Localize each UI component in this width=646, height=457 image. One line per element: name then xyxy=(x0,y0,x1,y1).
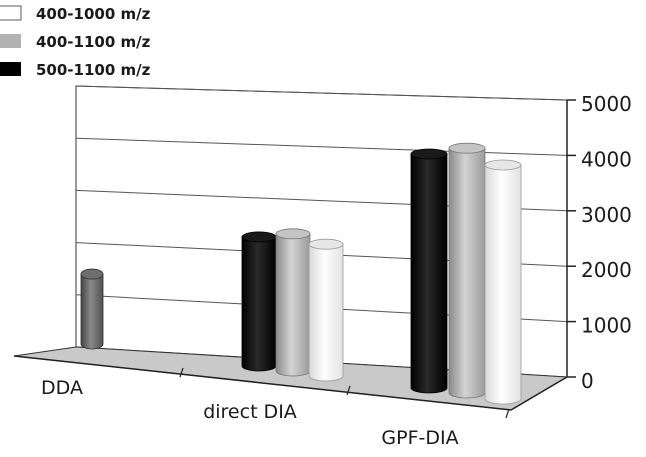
x-axis-ticks: DDA direct DIA GPF-DIA xyxy=(41,367,510,449)
x-tick-mark xyxy=(179,367,184,378)
floor-right-edge xyxy=(510,376,568,411)
bar-top xyxy=(410,148,448,160)
y-tick-label: 2000 xyxy=(581,258,632,282)
y-axis-ticks: 0 1000 2000 3000 4000 5000 xyxy=(567,92,632,393)
bar-top xyxy=(80,268,104,280)
legend-label-400-1100: 400-1100 m/z xyxy=(36,33,151,51)
bar xyxy=(275,233,311,377)
x-tick-label: DDA xyxy=(41,377,83,399)
x-tick-mark xyxy=(346,385,351,396)
bar xyxy=(484,164,522,405)
bar-top xyxy=(241,231,277,243)
bar xyxy=(410,153,448,394)
bar xyxy=(80,273,104,350)
y-tick-label: 5000 xyxy=(581,92,632,116)
bar-top xyxy=(484,159,522,171)
floor-front-edge xyxy=(13,355,512,411)
legend-swatch-400-1000 xyxy=(0,5,22,21)
x-tick-label: GPF-DIA xyxy=(381,427,458,449)
x-tick-label: direct DIA xyxy=(203,401,297,423)
bar-top xyxy=(275,228,311,240)
grid-line xyxy=(75,85,568,101)
y-tick-label: 1000 xyxy=(581,314,632,338)
legend: 400-1000 m/z 400-1100 m/z 500-1100 m/z xyxy=(0,5,151,79)
y-tick-label: 3000 xyxy=(581,203,632,227)
bar-top xyxy=(448,142,486,154)
bar-top xyxy=(308,238,344,250)
y-tick-label: 0 xyxy=(581,369,594,393)
legend-label-500-1100: 500-1100 m/z xyxy=(36,61,151,79)
bar xyxy=(448,147,486,399)
y-tick-label: 4000 xyxy=(581,147,632,171)
bar xyxy=(308,243,344,382)
legend-swatch-500-1100 xyxy=(0,62,21,76)
bars-group xyxy=(80,142,522,405)
legend-label-400-1000: 400-1000 m/z xyxy=(36,5,151,23)
legend-swatch-400-1100 xyxy=(0,34,21,48)
bar xyxy=(241,236,277,372)
x-tick-mark xyxy=(505,408,510,419)
